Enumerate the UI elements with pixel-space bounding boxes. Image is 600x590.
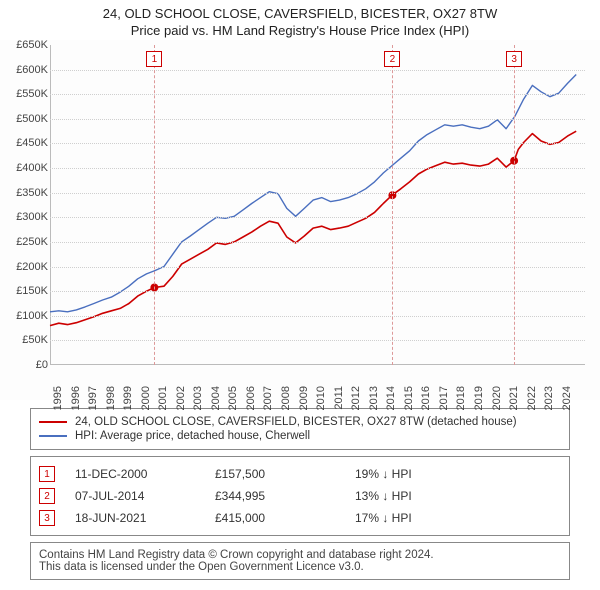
x-axis-label: 1997	[87, 386, 99, 410]
y-axis-label: £550K	[0, 88, 48, 100]
sale-marker: 2	[384, 51, 400, 67]
x-axis-label: 2015	[403, 386, 415, 410]
y-axis-label: £450K	[0, 137, 48, 149]
chart-container: 24, OLD SCHOOL CLOSE, CAVERSFIELD, BICES…	[0, 0, 600, 580]
y-axis-label: £350K	[0, 187, 48, 199]
chart-title-address: 24, OLD SCHOOL CLOSE, CAVERSFIELD, BICES…	[10, 6, 590, 21]
footnote-box: Contains HM Land Registry data © Crown c…	[30, 542, 570, 580]
gridline	[50, 193, 585, 194]
x-axis-label: 2006	[245, 386, 257, 410]
series-svg	[50, 45, 585, 365]
sale-diff: 19% ↓ HPI	[355, 467, 475, 481]
x-axis-label: 2001	[157, 386, 169, 410]
gridline	[50, 291, 585, 292]
x-axis-label: 1995	[52, 386, 64, 410]
x-axis-label: 2014	[385, 386, 397, 410]
sale-price: £157,500	[215, 467, 335, 481]
gridline	[50, 267, 585, 268]
x-axis-label: 2019	[473, 386, 485, 410]
y-axis-label: £50K	[0, 334, 48, 346]
gridline	[50, 316, 585, 317]
legend-swatch-hpi	[39, 435, 67, 437]
series-line-property	[50, 131, 576, 325]
x-axis-label: 2016	[420, 386, 432, 410]
chart-title-subtitle: Price paid vs. HM Land Registry's House …	[10, 23, 590, 38]
y-axis-label: £0	[0, 359, 48, 371]
x-axis-label: 2009	[298, 386, 310, 410]
sale-diff: 17% ↓ HPI	[355, 511, 475, 525]
x-axis-label: 2018	[455, 386, 467, 410]
y-axis-label: £400K	[0, 162, 48, 174]
y-axis-label: £150K	[0, 285, 48, 297]
gridline	[50, 217, 585, 218]
gridline	[50, 94, 585, 95]
x-axis-label: 2004	[210, 386, 222, 410]
y-axis-label: £650K	[0, 39, 48, 51]
y-axis-label: £600K	[0, 64, 48, 76]
x-axis-label: 2017	[438, 386, 450, 410]
legend-row-property: 24, OLD SCHOOL CLOSE, CAVERSFIELD, BICES…	[39, 415, 561, 429]
x-axis-label: 2005	[227, 386, 239, 410]
x-axis-label: 1996	[70, 386, 82, 410]
legend-label-property: 24, OLD SCHOOL CLOSE, CAVERSFIELD, BICES…	[75, 416, 517, 428]
sale-guideline	[392, 45, 393, 365]
x-axis-label: 2012	[350, 386, 362, 410]
sale-date: 18-JUN-2021	[75, 511, 195, 525]
y-axis-label: £300K	[0, 211, 48, 223]
sale-marker: 3	[39, 510, 55, 526]
gridline	[50, 168, 585, 169]
y-axis-label: £500K	[0, 113, 48, 125]
x-axis-label: 2000	[140, 386, 152, 410]
y-axis-label: £200K	[0, 261, 48, 273]
y-axis-label: £100K	[0, 310, 48, 322]
x-axis-label: 2003	[192, 386, 204, 410]
x-axis-label: 1998	[105, 386, 117, 410]
sale-marker: 3	[506, 51, 522, 67]
legend-box: 24, OLD SCHOOL CLOSE, CAVERSFIELD, BICES…	[30, 408, 570, 450]
sale-marker: 1	[146, 51, 162, 67]
x-axis-label: 1999	[122, 386, 134, 410]
x-axis-label: 2002	[175, 386, 187, 410]
x-axis-label: 2022	[526, 386, 538, 410]
sale-price: £415,000	[215, 511, 335, 525]
x-axis-label: 2007	[262, 386, 274, 410]
x-axis-label: 2010	[315, 386, 327, 410]
sale-guideline	[514, 45, 515, 365]
x-axis-label: 2011	[333, 386, 345, 410]
gridline	[50, 242, 585, 243]
sale-row: 3 18-JUN-2021 £415,000 17% ↓ HPI	[39, 507, 561, 529]
chart-titles: 24, OLD SCHOOL CLOSE, CAVERSFIELD, BICES…	[0, 0, 600, 40]
gridline	[50, 70, 585, 71]
legend-label-hpi: HPI: Average price, detached house, Cher…	[75, 430, 310, 442]
sale-row: 1 11-DEC-2000 £157,500 19% ↓ HPI	[39, 463, 561, 485]
sale-date: 11-DEC-2000	[75, 467, 195, 481]
sale-date: 07-JUL-2014	[75, 489, 195, 503]
sale-guideline	[154, 45, 155, 365]
footnote-line2: This data is licensed under the Open Gov…	[39, 561, 561, 573]
x-axis-label: 2023	[543, 386, 555, 410]
gridline	[50, 143, 585, 144]
sale-diff: 13% ↓ HPI	[355, 489, 475, 503]
sales-table: 1 11-DEC-2000 £157,500 19% ↓ HPI 2 07-JUL-201…	[30, 456, 570, 536]
sale-row: 2 07-JUL-2014 £344,995 13% ↓ HPI	[39, 485, 561, 507]
y-axis-label: £250K	[0, 236, 48, 248]
gridline	[50, 340, 585, 341]
x-axis-label: 2013	[368, 386, 380, 410]
sale-marker: 1	[39, 466, 55, 482]
footnote-line1: Contains HM Land Registry data © Crown c…	[39, 549, 561, 561]
chart-plot-area: £0 £50K £100K £150K £200K £250K £300K £350K £400…	[0, 40, 600, 400]
x-axis-label: 2021	[508, 386, 520, 410]
x-axis-label: 2008	[280, 386, 292, 410]
sale-price: £344,995	[215, 489, 335, 503]
legend-row-hpi: HPI: Average price, detached house, Cher…	[39, 429, 561, 443]
x-axis-label: 2024	[561, 386, 573, 410]
sale-marker: 2	[39, 488, 55, 504]
gridline	[50, 119, 585, 120]
legend-swatch-property	[39, 421, 67, 423]
x-axis-label: 2020	[491, 386, 503, 410]
